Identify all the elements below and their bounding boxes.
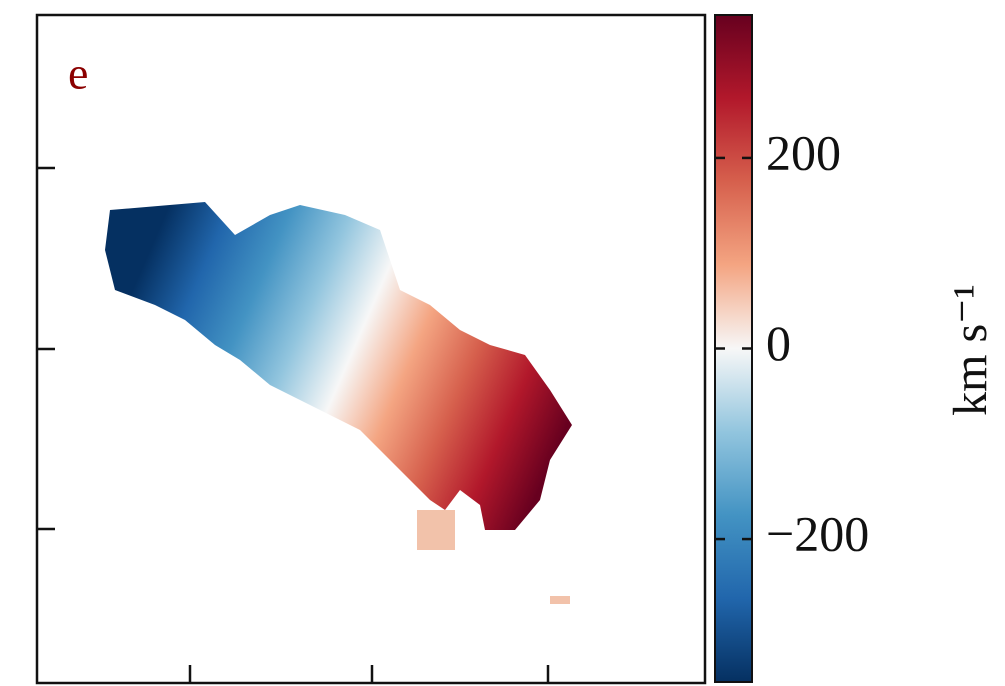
colorbar-tick-label: −200 — [766, 506, 869, 562]
clump — [550, 596, 570, 604]
clump — [417, 510, 455, 550]
colorbar-tick-label: 0 — [766, 315, 791, 371]
panel-label: e — [68, 48, 88, 99]
galaxy-map — [105, 202, 572, 530]
velocity-field — [105, 202, 572, 604]
colorbar-tick-label: 200 — [766, 124, 841, 180]
axis-ticks — [37, 166, 550, 683]
colorbar-label: km s⁻¹ — [944, 284, 997, 416]
